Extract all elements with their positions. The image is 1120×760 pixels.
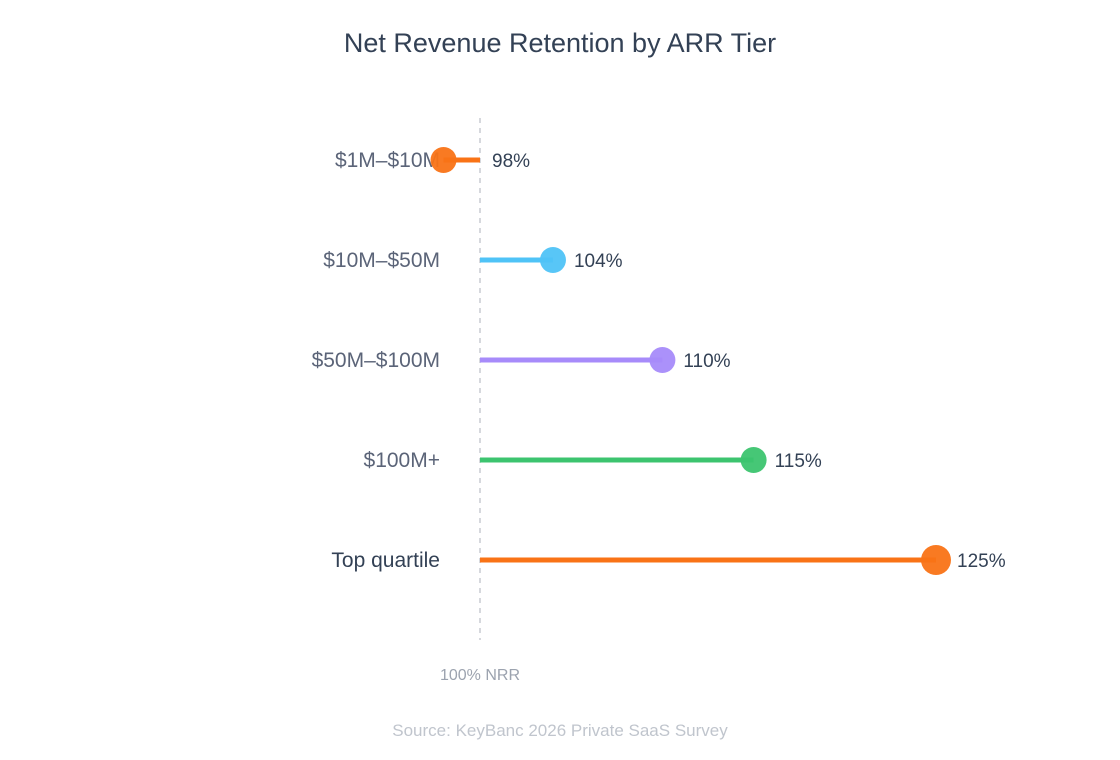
value-label: 115% xyxy=(775,451,822,472)
baseline-label: 100% NRR xyxy=(440,667,520,684)
lollipop-dot xyxy=(649,347,676,373)
lollipop-dot xyxy=(539,247,566,273)
category-label: $10M–$50M xyxy=(323,249,440,272)
lollipop-dot xyxy=(430,147,457,173)
value-label: 98% xyxy=(492,151,530,172)
source-note: Source: KeyBanc 2026 Private SaaS Survey xyxy=(392,721,728,740)
category-label: $1M–$10M xyxy=(335,149,440,172)
value-label: 110% xyxy=(683,351,730,372)
category-label: $50M–$100M xyxy=(312,349,440,372)
chart-title: Net Revenue Retention by ARR Tier xyxy=(344,28,776,58)
lollipop-dot xyxy=(740,447,767,473)
value-label: 125% xyxy=(957,551,1006,572)
category-label: $100M+ xyxy=(364,449,440,472)
value-label: 104% xyxy=(574,251,623,272)
lollipop-dot xyxy=(921,545,951,575)
category-label: Top quartile xyxy=(331,549,440,572)
